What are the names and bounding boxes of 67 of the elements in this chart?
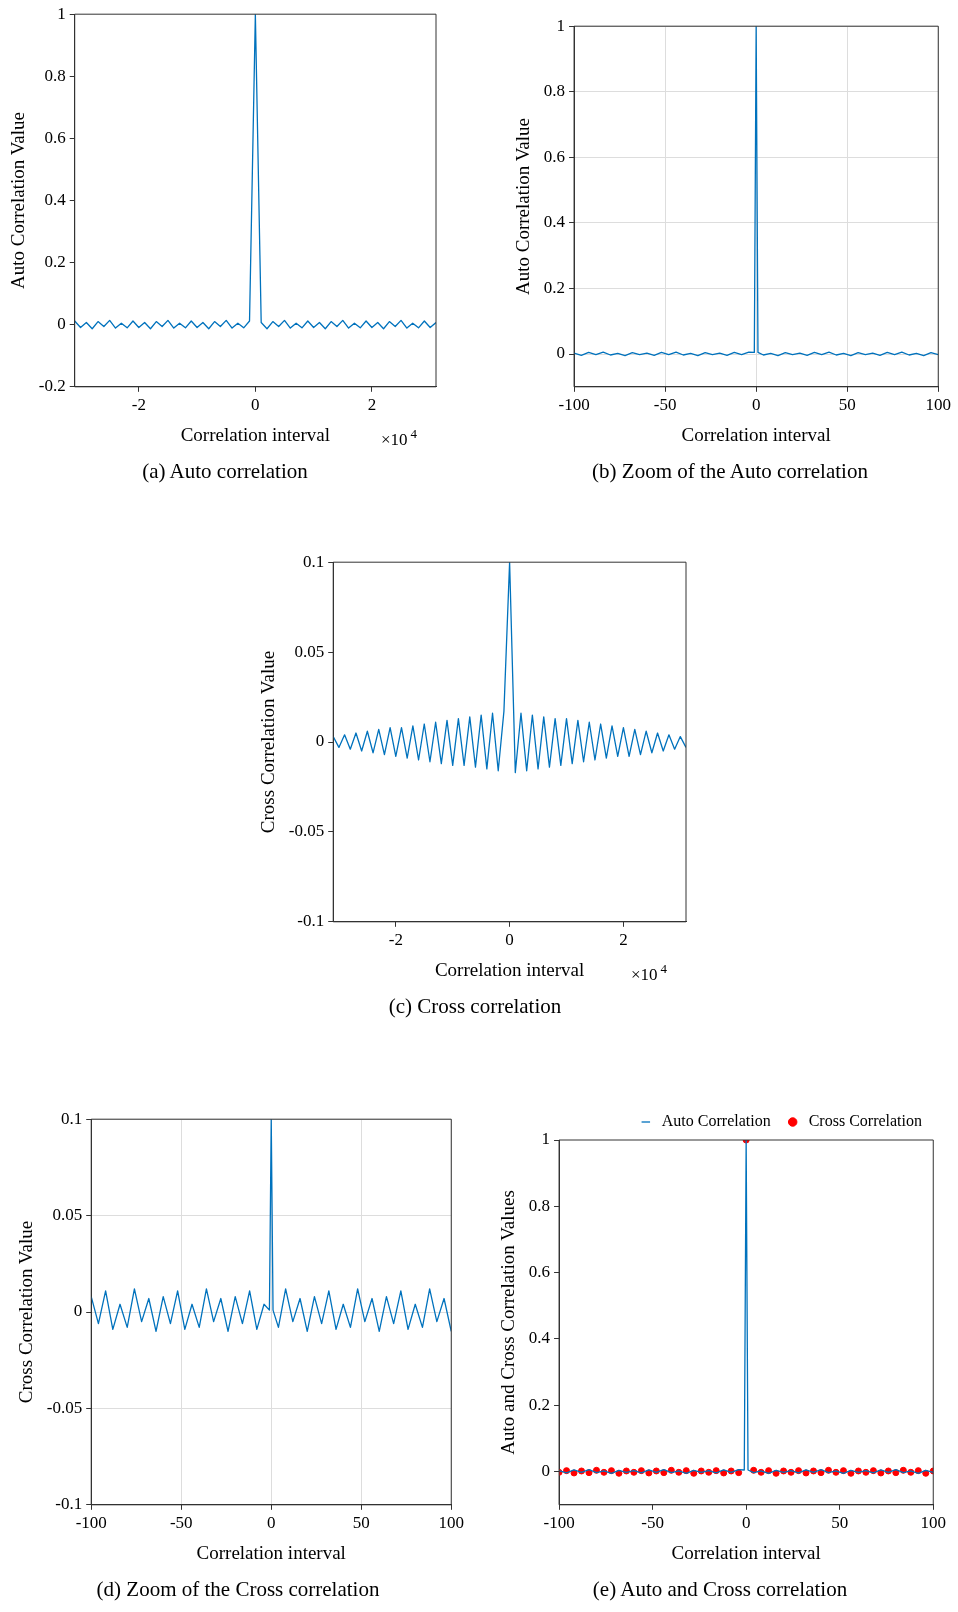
y-tick-label: 0.4 <box>528 1328 551 1348</box>
x-tick-label: 50 <box>831 1513 849 1533</box>
legend-label: Auto Correlation <box>661 1112 771 1130</box>
y-tick-label: -0.2 <box>38 376 66 396</box>
y-tick-label: 0 <box>556 343 566 363</box>
x-tick-label: -2 <box>388 930 403 950</box>
y-tick-label: 0.2 <box>44 252 66 272</box>
x-axis-title: Correlation interval <box>196 1541 346 1563</box>
x-tick-label: -100 <box>75 1513 107 1533</box>
x-tick-label: 50 <box>352 1513 370 1533</box>
y-axis-title: Cross Correlation Value <box>15 1220 37 1404</box>
y-tick-label: 0.4 <box>44 189 67 209</box>
x-tick-label: -50 <box>169 1513 193 1533</box>
x-tick-label: -100 <box>558 395 590 415</box>
y-tick-label: 0.4 <box>543 212 566 232</box>
y-tick-label: 0.2 <box>528 1394 551 1414</box>
x-axis-title: Correlation interval <box>671 1541 821 1563</box>
text: (c) Cross correlation <box>387 994 563 1019</box>
y-tick-label: 0.05 <box>294 641 325 661</box>
y-tick-label: 0.1 <box>302 551 325 571</box>
y-tick-label: 1 <box>541 1129 551 1149</box>
x-tick-label: 50 <box>838 395 856 415</box>
x-tick-label: 0 <box>751 395 761 415</box>
x-tick-label: 2 <box>367 395 377 415</box>
x-axis-title: Correlation interval <box>681 423 831 445</box>
y-axis-title: Auto and Cross Correlation Values <box>497 1190 519 1455</box>
x-tick-label: 100 <box>920 1513 946 1533</box>
y-tick-label: 0.6 <box>44 127 66 147</box>
x-axis-title: Correlation interval <box>434 958 585 980</box>
y-tick-label: -0.05 <box>288 821 325 841</box>
text: (e) Auto and Cross correlation <box>591 1577 849 1602</box>
y-tick-label: 1 <box>556 15 566 35</box>
text: (a) Auto correlation <box>141 459 309 484</box>
x-tick-label: 0 <box>266 1513 276 1533</box>
y-tick-label: 0.6 <box>528 1262 551 1282</box>
x-axis-title: Correlation interval <box>180 423 331 445</box>
x-tick-label: -2 <box>131 395 146 415</box>
legend-label: Cross Correlation <box>808 1112 923 1130</box>
y-tick-label: -0.1 <box>297 911 325 931</box>
x-tick-label: -50 <box>653 395 677 415</box>
y-tick-label: 0 <box>57 314 66 334</box>
x-tick-label: -50 <box>641 1513 664 1533</box>
y-tick-label: 0.8 <box>528 1195 551 1215</box>
y-tick-label: 0.8 <box>44 65 66 85</box>
y-tick-label: 0 <box>541 1461 551 1481</box>
y-tick-label: 0 <box>73 1301 83 1321</box>
y-axis-title: Cross Correlation Value <box>257 650 279 834</box>
y-tick-label: -0.05 <box>46 1397 83 1417</box>
x-tick-label: -100 <box>543 1513 575 1533</box>
y-tick-label: 0.8 <box>543 81 566 101</box>
text: (d) Zoom of the Cross correlation <box>95 1577 381 1602</box>
x-tick-label: 0 <box>741 1513 751 1533</box>
y-tick-label: 0 <box>315 731 325 751</box>
y-tick-label: -0.1 <box>55 1494 83 1514</box>
x-tick-label: 2 <box>619 930 628 950</box>
y-tick-label: 0.2 <box>543 277 566 297</box>
y-tick-label: 0.6 <box>543 146 566 166</box>
y-tick-label: 0.1 <box>60 1108 83 1128</box>
y-tick-label: 0.05 <box>52 1205 83 1225</box>
x-tick-label: 0 <box>505 930 514 950</box>
x-tick-label: 100 <box>438 1513 464 1533</box>
y-axis-title: Auto Correlation Value <box>512 118 534 295</box>
x-tick-label: 100 <box>925 395 951 415</box>
y-tick-label: 1 <box>57 3 66 23</box>
text: (b) Zoom of the Auto correlation <box>591 459 869 484</box>
y-axis-title: Auto Correlation Value <box>7 112 29 289</box>
x-tick-label: 0 <box>251 395 260 415</box>
